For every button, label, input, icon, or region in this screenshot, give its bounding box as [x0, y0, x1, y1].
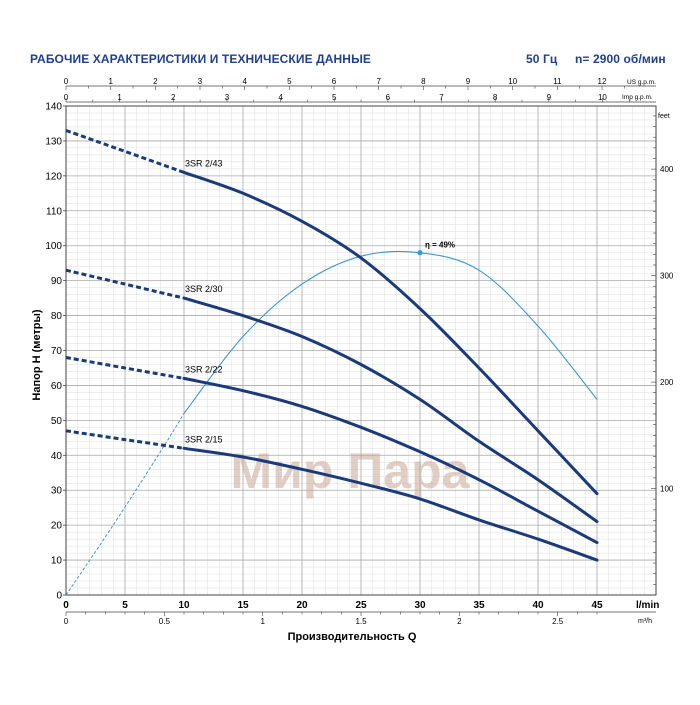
series-curve-dashed [65, 429, 185, 450]
x-tick-label: 0 [63, 600, 69, 611]
y-tick-label: 40 [51, 451, 63, 462]
x-tick-label: 10 [178, 600, 190, 611]
y-tick-label: 130 [45, 136, 62, 147]
x-unit-label: l/min [636, 600, 659, 611]
y-tick-label: 80 [51, 311, 63, 322]
y-tick-label: 50 [51, 416, 63, 427]
usgpm-tick-label: 2 [153, 77, 158, 86]
impgpm-tick-label: 9 [547, 93, 552, 102]
usgpm-tick-label: 6 [332, 77, 337, 86]
chart-title: РАБОЧИЕ ХАРАКТЕРИСТИКИ И ТЕХНИЧЕСКИЕ ДАН… [30, 52, 372, 66]
usgpm-tick-label: 3 [198, 77, 203, 86]
efficiency-peak-point [417, 250, 423, 256]
impgpm-tick-label: 8 [493, 93, 498, 102]
x-tick-label: 45 [591, 600, 603, 611]
x-tick-label: 35 [473, 600, 485, 611]
feet-tick-label: 300 [660, 272, 674, 281]
series-label: 3SR 2/15 [185, 434, 223, 444]
y-tick-label: 70 [51, 346, 63, 357]
usgpm-tick-label: 0 [64, 77, 69, 86]
series-label: 3SR 2/22 [185, 364, 223, 374]
grid-major [66, 106, 656, 595]
x-tick-label: 5 [122, 600, 128, 611]
y-tick-label: 100 [45, 241, 62, 252]
y-tick-label: 110 [46, 206, 62, 217]
feet-unit-label: feet [658, 113, 670, 120]
impgpm-tick-label: 1 [117, 93, 122, 102]
y-tick-label: 140 [45, 102, 62, 113]
m3h-tick-label: 1.5 [355, 617, 367, 626]
y-tick-label: 0 [56, 591, 62, 602]
impgpm-unit-label: Imp g.p.m. [622, 94, 653, 101]
m3h-tick-label: 2 [457, 617, 462, 626]
impgpm-tick-label: 2 [171, 93, 176, 102]
impgpm-tick-label: 6 [386, 93, 391, 102]
feet-tick-label: 400 [660, 165, 674, 174]
usgpm-tick-label: 1 [108, 77, 113, 86]
y-tick-label: 30 [51, 486, 63, 497]
x-tick-label: 25 [355, 600, 367, 611]
impgpm-tick-label: 5 [332, 93, 337, 102]
x-tick-label: 15 [237, 600, 249, 611]
x-tick-label: 40 [532, 600, 544, 611]
impgpm-tick-label: 0 [64, 93, 69, 102]
impgpm-tick-label: 3 [225, 93, 230, 102]
y-tick-label: 10 [51, 556, 63, 567]
series-layer [65, 129, 599, 596]
usgpm-tick-label: 11 [553, 77, 562, 86]
usgpm-tick-label: 8 [421, 77, 426, 86]
m3h-tick-label: 0 [64, 617, 69, 626]
watermark-text: Мир Пара [231, 443, 471, 499]
x-tick-label: 30 [414, 600, 426, 611]
series-curve [182, 376, 599, 545]
m3h-tick-label: 1 [260, 617, 265, 626]
series-curve [182, 296, 599, 524]
labels-layer: η = 49% 3SR 2/43 3SR 2/30 3SR 2/22 3SR 2/15 [185, 158, 455, 444]
usgpm-unit-label: US g.p.m. [627, 79, 656, 86]
usgpm-tick-label: 4 [242, 77, 247, 86]
series-curve-dashed [65, 268, 185, 300]
impgpm-tick-label: 7 [439, 93, 444, 102]
series-curve [182, 170, 599, 496]
m3h-tick-label: 2.5 [552, 617, 564, 626]
m3h-unit-label: m³/h [638, 618, 652, 625]
x-axis-label: Производительность Q [288, 631, 417, 643]
m3h-tick-label: 0.5 [159, 617, 171, 626]
impgpm-tick-label: 4 [278, 93, 283, 102]
feet-tick-label: 100 [660, 485, 674, 494]
usgpm-tick-label: 10 [508, 77, 517, 86]
efficiency-curve [183, 250, 598, 414]
impgpm-tick-label: 10 [598, 93, 607, 102]
feet-tick-label: 200 [660, 378, 674, 387]
x-tick-label: 20 [296, 600, 308, 611]
y-tick-label: 20 [51, 521, 63, 532]
frequency-label: 50 Гц [526, 52, 558, 66]
series-label: 3SR 2/43 [185, 158, 223, 168]
series-curve-dashed [65, 356, 185, 380]
y-tick-label: 60 [51, 381, 63, 392]
y-tick-label: 120 [45, 171, 62, 182]
series-label: 3SR 2/30 [185, 284, 223, 294]
efficiency-curve-dashed [65, 413, 185, 596]
y-axis-label: Напор H (метры) [31, 309, 43, 400]
y-tick-label: 90 [51, 276, 63, 287]
usgpm-tick-label: 7 [376, 77, 381, 86]
usgpm-tick-label: 12 [598, 77, 607, 86]
efficiency-label: η = 49% [425, 241, 455, 250]
series-curve [182, 446, 599, 562]
usgpm-tick-label: 9 [466, 77, 471, 86]
usgpm-tick-label: 5 [287, 77, 292, 86]
speed-label: n= 2900 об/мин [575, 52, 666, 66]
